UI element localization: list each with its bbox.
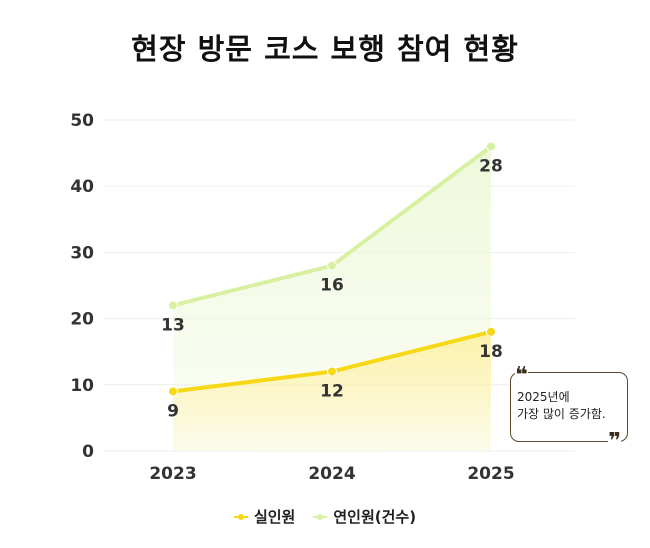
legend-label-1: 실인원	[253, 508, 296, 526]
legend-label-2: 연인원(건수)	[333, 508, 417, 526]
point-series-2-2025	[486, 141, 496, 152]
close-quote-icon: ❞	[608, 429, 621, 454]
open-quote-icon: ❝	[515, 363, 528, 388]
point-series-1-2025	[486, 326, 496, 337]
data-label-series-1-2023: 9	[167, 401, 179, 421]
point-series-1-2023	[168, 386, 178, 397]
point-series-2-2023	[168, 300, 178, 311]
x-tick-label-2023: 2023	[149, 464, 196, 484]
legend-marker-1-icon	[233, 512, 248, 522]
annotation-callout: ❝ 2025년에 가장 많이 증가함. ❞	[510, 365, 628, 453]
data-label-series-1-2025: 18	[479, 342, 503, 362]
legend: 실인원 연인원(건수)	[0, 506, 650, 527]
data-label-series-2-2024: 16	[320, 276, 344, 296]
annotation-line-1: 2025년에	[517, 390, 570, 404]
y-tick-label-30: 30	[70, 243, 94, 263]
x-tick-label-2025: 2025	[467, 464, 514, 484]
chart-title: 현장 방문 코스 보행 참여 현황	[131, 32, 519, 66]
point-series-2-2024	[327, 260, 337, 271]
data-label-series-1-2024: 12	[320, 382, 344, 402]
legend-marker-2-icon	[313, 512, 328, 522]
legend-item-2: 연인원(건수)	[313, 506, 416, 527]
point-series-1-2024	[327, 366, 337, 377]
data-label-series-2-2025: 28	[479, 156, 503, 176]
y-tick-label-10: 10	[70, 376, 94, 396]
y-tick-label-20: 20	[70, 310, 94, 330]
area-series-1	[173, 331, 491, 451]
y-tick-label-40: 40	[70, 177, 94, 197]
x-tick-label-2024: 2024	[308, 464, 355, 484]
legend-item-1: 실인원	[233, 506, 296, 527]
y-tick-label-50: 50	[70, 111, 94, 131]
data-label-series-2-2023: 13	[161, 315, 185, 335]
y-tick-label-0: 0	[82, 442, 94, 462]
annotation-line-2: 가장 많이 증가함.	[517, 407, 606, 421]
